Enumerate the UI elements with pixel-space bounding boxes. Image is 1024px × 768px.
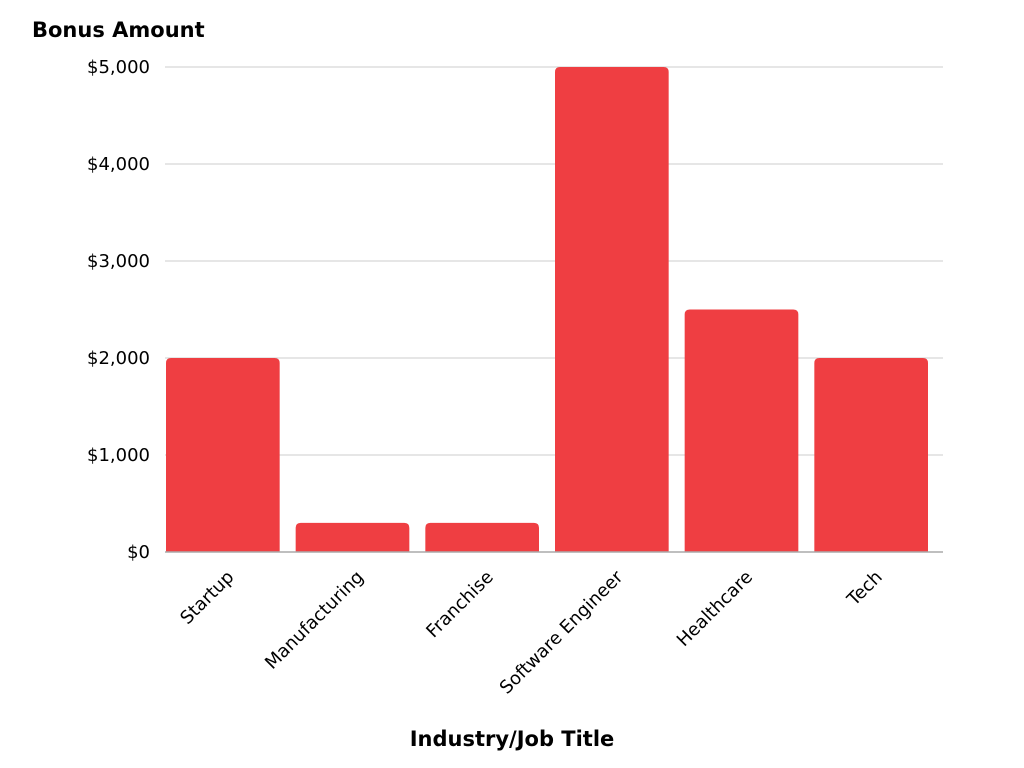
bar-manufacturing <box>295 522 410 552</box>
gridlines <box>165 66 943 456</box>
x-axis-title: Industry/Job Title <box>410 727 615 751</box>
y-tick-label: $1,000 <box>87 445 150 466</box>
bar-tech <box>814 358 928 552</box>
bar-healthcare <box>684 309 799 552</box>
y-tick-label: $2,000 <box>87 348 150 369</box>
y-axis-title: Bonus Amount <box>32 18 205 42</box>
bar-startup <box>166 358 280 552</box>
x-tick-label: Manufacturing <box>261 567 368 674</box>
x-tick-label: Franchise <box>422 567 497 642</box>
x-tick-label: Healthcare <box>673 567 757 651</box>
x-tick-label: Software Engineer <box>496 566 628 698</box>
y-tick-label: $0 <box>127 542 150 563</box>
y-tick-label: $3,000 <box>87 251 150 272</box>
y-tick-label: $4,000 <box>87 154 150 175</box>
y-tick-label: $5,000 <box>87 57 150 78</box>
x-tick-label: Startup <box>176 567 238 629</box>
bar-software-engineer <box>555 67 669 552</box>
bars <box>166 67 928 552</box>
x-tick-label: Tech <box>843 567 887 611</box>
bar-franchise <box>425 522 539 552</box>
